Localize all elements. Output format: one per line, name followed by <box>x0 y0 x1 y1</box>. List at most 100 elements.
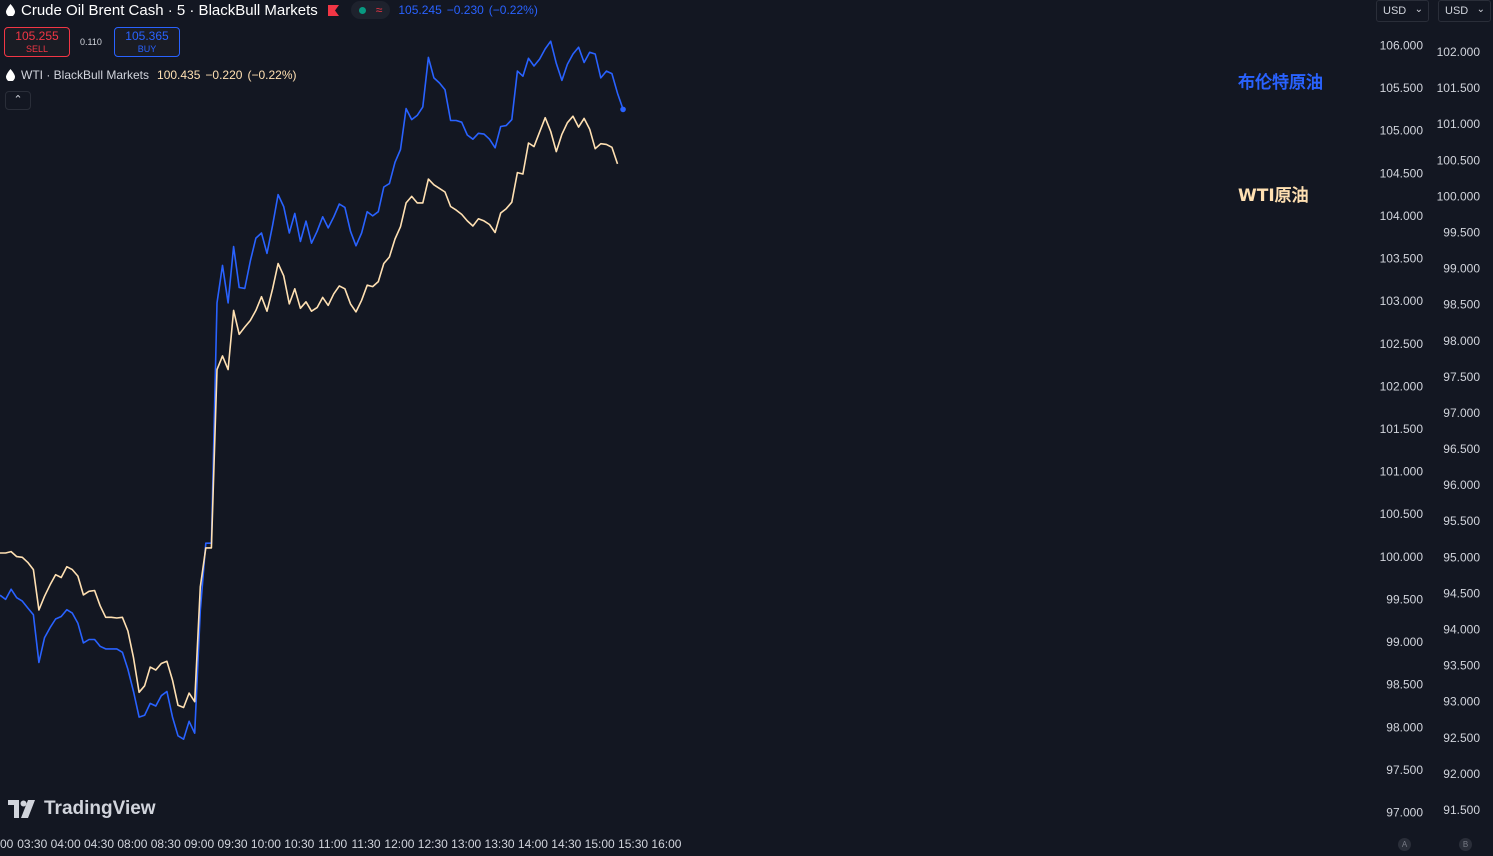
x-tick-label: 04:00 <box>51 837 81 851</box>
series-line-wti[interactable] <box>0 115 619 709</box>
y-right-tick-label: 97.000 <box>1443 406 1480 420</box>
symbol-title[interactable]: Crude Oil Brent Cash · 5 · BlackBull Mar… <box>21 1 318 19</box>
x-tick-label: 12:30 <box>418 837 448 851</box>
currency-right-value: USD <box>1445 5 1469 17</box>
auto-scale-button[interactable]: A <box>1398 838 1411 851</box>
wti-symbol: WTI · BlackBull Markets <box>21 68 150 82</box>
tradingview-icon <box>8 800 35 818</box>
x-tick-label: 14:30 <box>551 837 581 851</box>
y-left-tick-label: 102.500 <box>1380 337 1424 351</box>
y-right-tick-label: 94.000 <box>1443 623 1480 637</box>
x-tick-label: 03:30 <box>17 837 47 851</box>
logo-text: TradingView <box>44 798 156 819</box>
x-tick-label: 09:00 <box>184 837 214 851</box>
y-left-tick-label: 106.000 <box>1380 39 1424 53</box>
series-label-wti: WTI原油 <box>1238 185 1309 206</box>
y-right-tick-label: 100.500 <box>1437 153 1481 167</box>
y-right-tick-label: 100.000 <box>1437 189 1481 203</box>
x-tick-label: 11:00 <box>318 837 347 851</box>
sell-button[interactable]: 105.255 SELL <box>4 27 70 57</box>
x-tick-label: 16:00 <box>651 837 681 851</box>
wti-last: 100.435 <box>157 68 201 82</box>
brent-last: 105.245 <box>398 3 442 17</box>
x-tick-label: 00 <box>0 837 14 851</box>
x-tick-label: 13:00 <box>451 837 481 851</box>
buy-label: BUY <box>137 44 157 54</box>
chevron-down-icon: ⌄ <box>1476 4 1485 15</box>
buy-price: 105.365 <box>125 29 169 43</box>
y-right-tick-label: 102.000 <box>1437 45 1481 59</box>
y-right-tick-label: 97.500 <box>1443 370 1480 384</box>
chevron-down-icon: ⌄ <box>1414 4 1423 15</box>
last-point-marker <box>620 106 626 113</box>
y-left-tick-label: 101.000 <box>1380 465 1424 479</box>
collapse-legend-button[interactable]: ⌃ <box>5 91 31 110</box>
currency-select-left[interactable]: USD ⌄ <box>1376 0 1429 22</box>
x-tick-label: 14:00 <box>518 837 548 851</box>
y-left-tick-label: 105.000 <box>1380 124 1424 138</box>
y-left-tick-label: 100.000 <box>1380 550 1424 564</box>
x-tick-label: 10:30 <box>284 837 314 851</box>
x-tick-label: 08:00 <box>117 837 147 851</box>
x-tick-label: 04:30 <box>84 837 114 851</box>
currency-select-right[interactable]: USD ⌄ <box>1438 0 1491 22</box>
y-right-tick-label: 93.500 <box>1443 659 1480 673</box>
y-left-tick-label: 102.000 <box>1380 379 1424 393</box>
brent-change: −0.230 <box>446 3 484 17</box>
sell-label: SELL <box>25 44 49 54</box>
y-right-tick-label: 101.500 <box>1437 81 1481 95</box>
x-tick-label: 10:00 <box>251 837 281 851</box>
y-left-tick-label: 99.500 <box>1386 592 1423 606</box>
currency-left-value: USD <box>1383 5 1407 17</box>
y-right-tick-label: 93.000 <box>1443 695 1480 709</box>
y-left-tick-label: 103.500 <box>1380 252 1424 266</box>
wti-change-pct: (−0.22%) <box>247 68 297 82</box>
y-right-tick-label: 99.000 <box>1443 262 1480 276</box>
y-right-tick-label: 101.000 <box>1437 117 1481 131</box>
x-tick-label: 15:00 <box>585 837 615 851</box>
y-left-tick-label: 98.000 <box>1386 720 1423 734</box>
x-tick-label: 09:30 <box>218 837 248 851</box>
scale-b-button[interactable]: B <box>1459 838 1472 851</box>
y-left-tick-label: 101.500 <box>1380 422 1424 436</box>
y-right-tick-label: 96.000 <box>1443 478 1480 492</box>
y-right-tick-label: 92.000 <box>1443 767 1480 781</box>
brent-change-pct: (−0.22%) <box>488 3 538 17</box>
y-right-tick-label: 92.500 <box>1443 731 1480 745</box>
y-right-tick-label: 94.500 <box>1443 586 1480 600</box>
y-left-tick-label: 97.500 <box>1386 763 1423 777</box>
drop-icon <box>6 4 15 16</box>
x-tick-label: 12:00 <box>384 837 414 851</box>
flag-icon[interactable] <box>327 4 339 16</box>
sell-price: 105.255 <box>15 29 59 43</box>
wti-legend[interactable]: WTI · BlackBull Markets 100.435 −0.220 (… <box>6 68 296 82</box>
market-open-icon <box>358 6 366 14</box>
x-tick-label: 13:30 <box>485 837 515 851</box>
y-left-tick-label: 98.500 <box>1386 678 1423 692</box>
y-left-tick-label: 105.500 <box>1380 81 1424 95</box>
y-right-tick-label: 98.000 <box>1443 334 1480 348</box>
drop-icon <box>6 69 15 81</box>
y-right-tick-label: 99.500 <box>1443 225 1480 239</box>
y-right-tick-label: 95.000 <box>1443 550 1480 564</box>
tradingview-logo[interactable]: TradingView <box>8 798 156 820</box>
x-tick-label: 08:30 <box>151 837 181 851</box>
series-label-brent: 布伦特原油 <box>1238 72 1323 93</box>
y-left-tick-label: 97.000 <box>1386 806 1423 820</box>
header-legend: Crude Oil Brent Cash · 5 · BlackBull Mar… <box>6 1 538 19</box>
y-left-tick-label: 104.000 <box>1380 209 1424 223</box>
wave-icon: ≈ <box>375 3 383 17</box>
y-left-tick-label: 100.500 <box>1380 507 1424 521</box>
y-left-tick-label: 99.000 <box>1386 635 1423 649</box>
y-right-tick-label: 96.500 <box>1443 442 1480 456</box>
y-right-tick-label: 95.500 <box>1443 514 1480 528</box>
wti-change: −0.220 <box>205 68 243 82</box>
market-status-pill[interactable]: ≈ <box>350 1 391 19</box>
buy-button[interactable]: 105.365 BUY <box>114 27 180 57</box>
y-right-tick-label: 91.500 <box>1443 803 1480 817</box>
x-tick-label: 11:30 <box>351 837 380 851</box>
spread-value: 0.110 <box>80 37 102 47</box>
x-tick-label: 15:30 <box>618 837 648 851</box>
series-line-brent[interactable] <box>0 40 624 741</box>
